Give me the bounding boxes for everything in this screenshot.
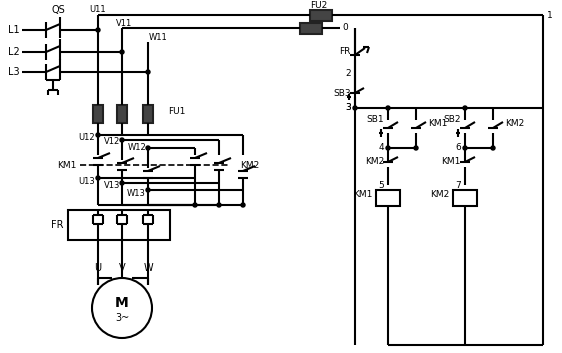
Circle shape: [120, 50, 124, 54]
Text: 2: 2: [346, 68, 351, 78]
Text: 4: 4: [378, 144, 384, 152]
Circle shape: [96, 176, 100, 180]
Text: 0: 0: [342, 24, 348, 32]
Text: L1: L1: [8, 25, 20, 35]
Text: 6: 6: [455, 144, 461, 152]
Text: KM1: KM1: [57, 161, 76, 169]
Text: 5: 5: [378, 180, 384, 190]
Text: 3~: 3~: [115, 313, 129, 323]
Text: QS: QS: [51, 5, 65, 15]
Text: U12: U12: [78, 133, 95, 143]
Text: V13: V13: [103, 181, 120, 191]
Text: L2: L2: [8, 47, 20, 57]
Circle shape: [120, 138, 124, 142]
Text: 3: 3: [345, 103, 351, 113]
Text: SB3: SB3: [333, 89, 351, 97]
Bar: [143, 105, 153, 123]
Text: V: V: [119, 263, 125, 273]
Circle shape: [386, 146, 390, 150]
Text: U11: U11: [90, 6, 106, 14]
Text: KM2: KM2: [430, 190, 449, 199]
Circle shape: [386, 106, 390, 110]
Text: KM2: KM2: [505, 120, 524, 128]
Circle shape: [463, 106, 467, 110]
Text: W11: W11: [148, 32, 167, 42]
Bar: [310, 10, 332, 21]
Text: FR: FR: [51, 220, 63, 230]
Bar: [376, 190, 400, 206]
Text: V12: V12: [104, 138, 120, 146]
Circle shape: [96, 28, 100, 32]
Text: SB1: SB1: [366, 115, 384, 125]
Circle shape: [96, 133, 100, 137]
Text: FU1: FU1: [168, 108, 185, 116]
Text: V11: V11: [116, 18, 132, 28]
Text: W12: W12: [127, 144, 146, 152]
Bar: [453, 190, 477, 206]
Bar: [300, 23, 322, 34]
Text: M: M: [115, 296, 129, 310]
Circle shape: [146, 146, 150, 150]
Circle shape: [193, 203, 197, 207]
Text: L3: L3: [8, 67, 20, 77]
Text: KM1: KM1: [352, 190, 372, 199]
Circle shape: [463, 146, 467, 150]
Text: 7: 7: [455, 180, 461, 190]
Bar: [93, 105, 103, 123]
Text: SB2: SB2: [443, 115, 461, 125]
Text: 3: 3: [345, 103, 351, 113]
Circle shape: [146, 70, 150, 74]
Text: U: U: [94, 263, 102, 273]
Bar: [68, 210, 170, 240]
Bar: [117, 105, 127, 123]
Text: 1: 1: [547, 11, 553, 19]
Text: KM1: KM1: [442, 157, 461, 167]
Text: U13: U13: [78, 178, 95, 186]
Circle shape: [146, 188, 150, 192]
Text: KM1: KM1: [428, 120, 447, 128]
Circle shape: [92, 278, 152, 338]
Circle shape: [120, 181, 124, 185]
Circle shape: [491, 146, 495, 150]
Text: W: W: [143, 263, 153, 273]
Circle shape: [353, 106, 357, 110]
Text: KM2: KM2: [365, 157, 384, 167]
Text: KM2: KM2: [240, 161, 259, 169]
Text: FR: FR: [339, 48, 351, 56]
Text: W13: W13: [127, 189, 146, 197]
Circle shape: [241, 203, 245, 207]
Circle shape: [217, 203, 221, 207]
Text: FU2: FU2: [310, 1, 327, 11]
Circle shape: [414, 146, 418, 150]
